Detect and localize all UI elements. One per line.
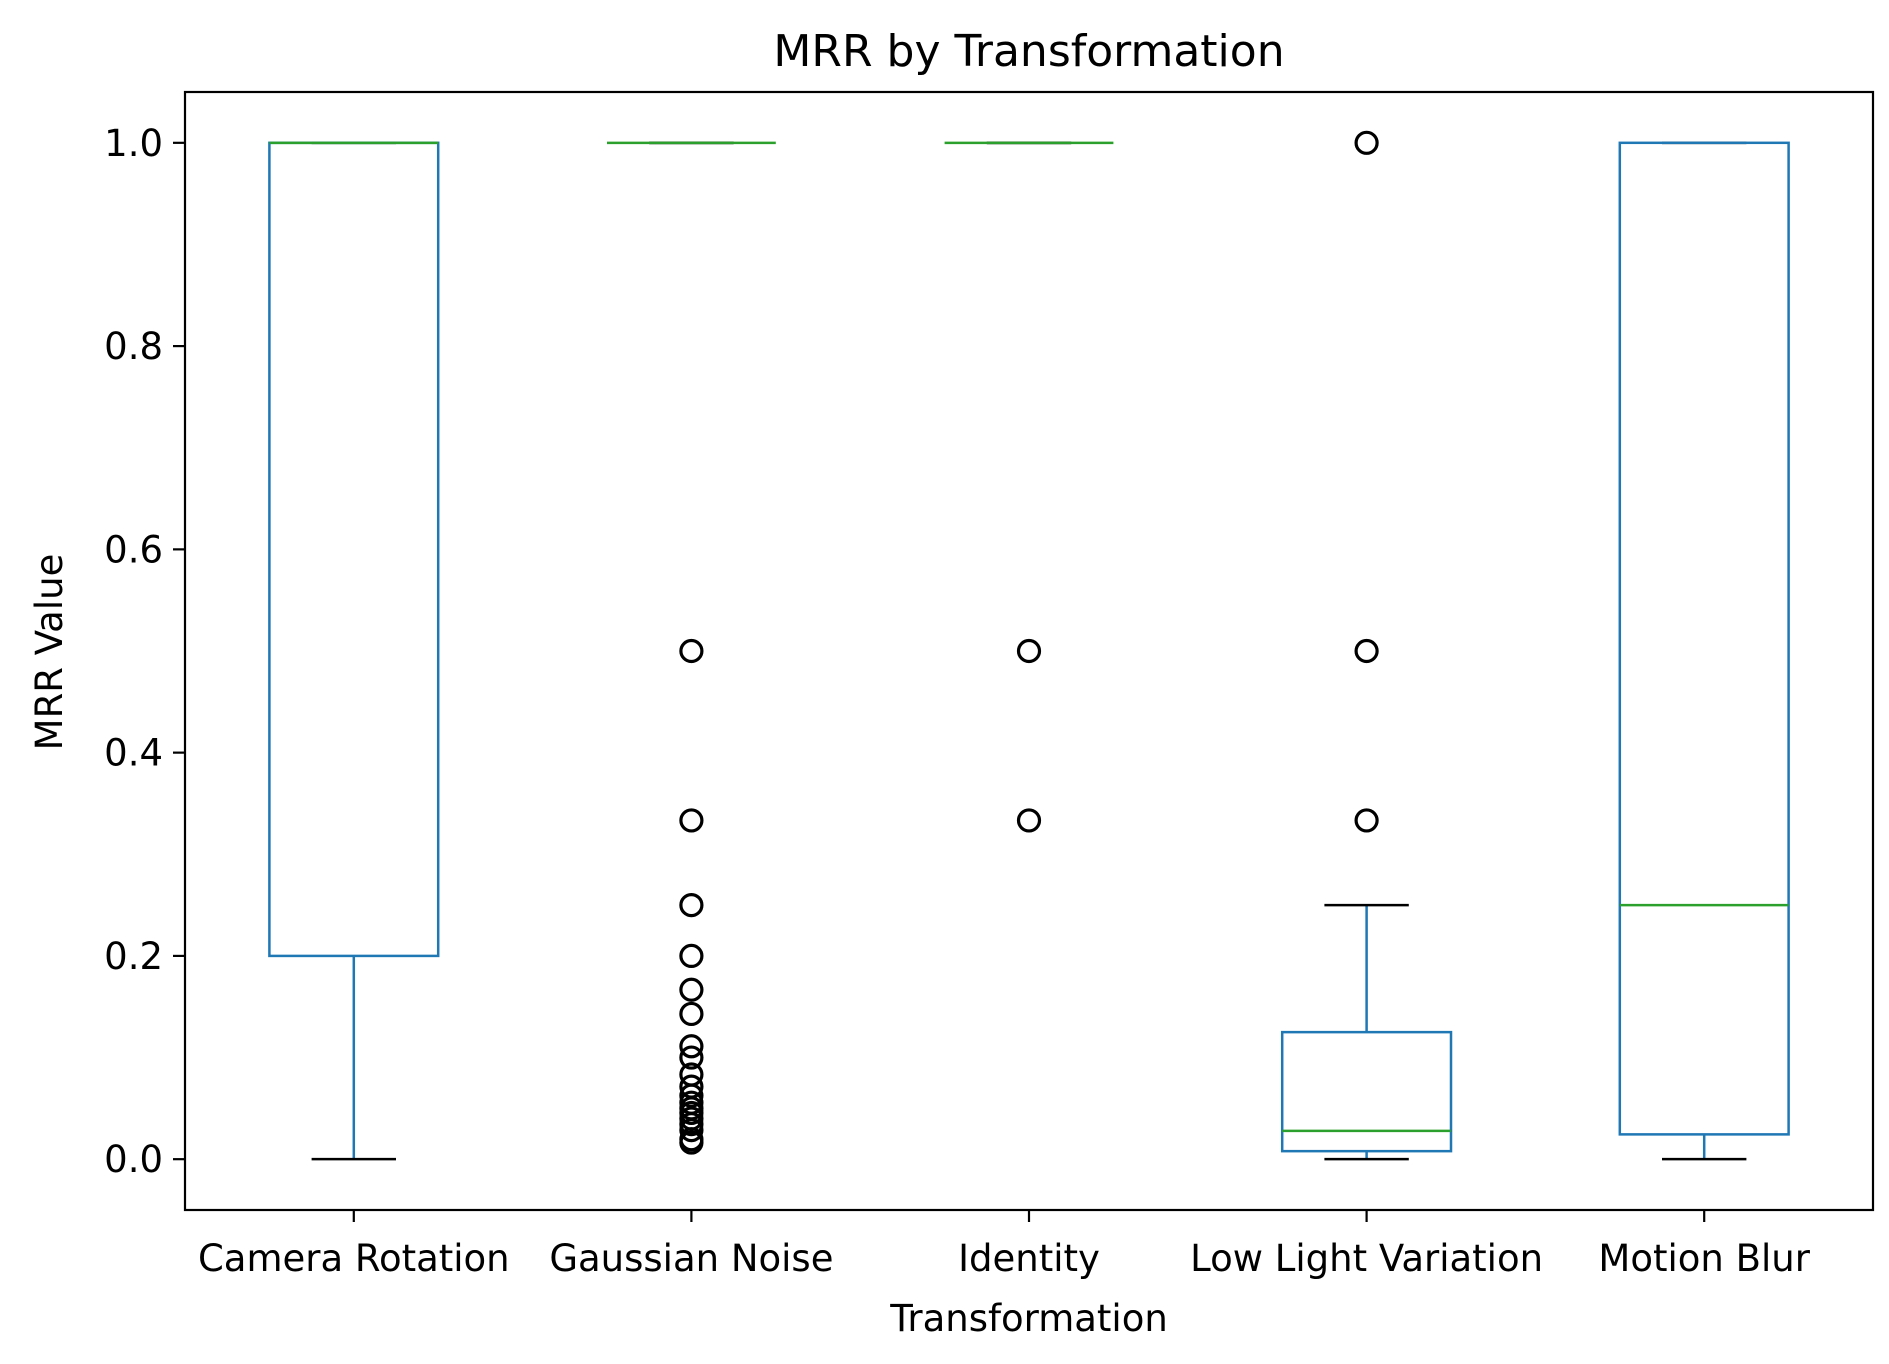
box-motion-blur [1618, 141, 1790, 1161]
outlier-point [1354, 130, 1379, 155]
box-gaussian-noise [607, 141, 776, 1155]
outlier-point [679, 943, 704, 969]
x-tick-label: Gaussian Noise [549, 1237, 833, 1280]
y-tick-label: 1.0 [104, 122, 163, 165]
x-axis-label: Transformation [889, 1297, 1168, 1340]
box-identity [944, 141, 1114, 833]
box-camera-rotation [268, 141, 440, 1161]
outlier-point [679, 1001, 704, 1027]
outlier-point [1354, 808, 1379, 833]
x-tick-label: Identity [958, 1237, 1100, 1280]
outlier-point [679, 638, 704, 664]
outlier-point [1016, 638, 1042, 664]
iqr-box [1618, 141, 1790, 1136]
x-tick-label: Low Light Variation [1190, 1237, 1543, 1280]
plot-area [183, 90, 1875, 1212]
outlier-point [679, 1118, 704, 1143]
y-tick-label: 0.8 [104, 325, 163, 368]
y-axis-label: MRR Value [28, 554, 71, 751]
y-tick-label: 0.0 [104, 1138, 163, 1181]
outlier-point [679, 1083, 704, 1108]
y-tick-label: 0.4 [104, 732, 163, 775]
outlier-point [679, 1034, 704, 1059]
y-tick-label: 0.2 [104, 935, 163, 978]
outlier-point [679, 892, 704, 918]
outlier-point [679, 808, 704, 833]
x-tick-label: Camera Rotation [198, 1237, 510, 1280]
x-tick-label: Motion Blur [1598, 1237, 1810, 1280]
outlier-point [679, 1045, 704, 1070]
outlier-point [1354, 638, 1379, 664]
outlier-point [1016, 808, 1042, 833]
box-low-light-variation [1280, 130, 1453, 1161]
outlier-point [679, 1130, 704, 1155]
iqr-box [1280, 1030, 1453, 1153]
x-axis: Camera Rotation Gaussian Noise Identity Low… [198, 1210, 1811, 1280]
outlier-point [679, 977, 704, 1002]
chart-title: MRR by Transformation [773, 26, 1284, 77]
y-tick-label: 0.6 [104, 528, 163, 571]
iqr-box [268, 141, 440, 958]
y-axis: 0.0 0.2 0.4 0.6 0.8 1.0 [104, 122, 185, 1181]
